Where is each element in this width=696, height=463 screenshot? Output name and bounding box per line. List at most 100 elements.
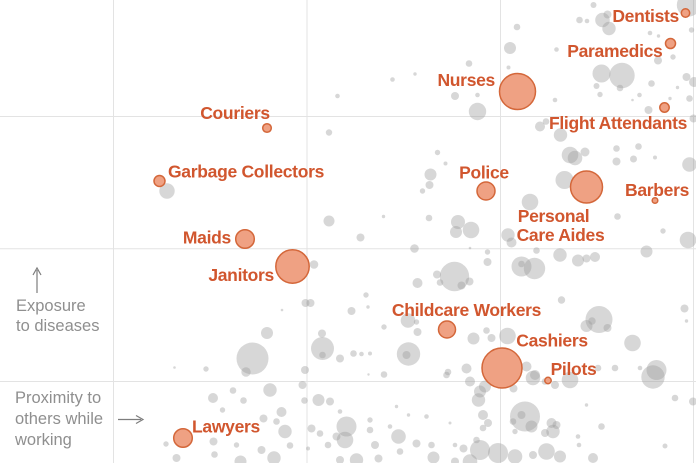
background-bubble[interactable] (462, 454, 478, 463)
background-bubble[interactable] (451, 457, 459, 463)
background-bubble[interactable] (518, 260, 525, 268)
background-bubble[interactable] (461, 363, 472, 374)
background-bubble[interactable] (640, 245, 653, 258)
bubble-pilots[interactable] (544, 376, 552, 385)
background-bubble[interactable] (572, 254, 584, 267)
background-bubble[interactable] (609, 62, 635, 89)
background-bubble[interactable] (159, 183, 175, 199)
background-bubble[interactable] (413, 319, 420, 325)
background-bubble[interactable] (324, 441, 332, 449)
background-bubble[interactable] (349, 453, 364, 463)
background-bubble[interactable] (465, 376, 475, 387)
background-bubble[interactable] (546, 418, 557, 428)
background-bubble[interactable] (470, 440, 490, 460)
background-bubble[interactable] (425, 214, 433, 222)
background-bubble[interactable] (637, 92, 642, 98)
background-bubble[interactable] (219, 407, 226, 413)
background-bubble[interactable] (427, 451, 440, 463)
background-bubble[interactable] (208, 393, 218, 403)
background-bubble[interactable] (552, 421, 561, 429)
background-bubble[interactable] (350, 350, 357, 357)
background-bubble[interactable] (301, 397, 308, 404)
background-bubble[interactable] (356, 233, 365, 242)
background-bubble[interactable] (428, 441, 435, 449)
background-bubble[interactable] (679, 231, 696, 249)
background-bubble[interactable] (513, 23, 521, 31)
background-bubble[interactable] (336, 354, 344, 363)
background-bubble[interactable] (631, 98, 634, 102)
background-bubble[interactable] (585, 306, 613, 333)
background-bubble[interactable] (459, 444, 468, 453)
background-bubble[interactable] (582, 254, 591, 263)
background-bubble[interactable] (510, 401, 540, 432)
background-bubble[interactable] (425, 181, 434, 189)
background-bubble[interactable] (611, 364, 619, 372)
background-bubble[interactable] (443, 161, 448, 166)
background-bubble[interactable] (234, 455, 247, 463)
bubble-childcare-workers[interactable] (437, 320, 457, 339)
background-bubble[interactable] (413, 328, 422, 336)
background-bubble[interactable] (555, 171, 574, 189)
bubble-lawyers[interactable] (172, 427, 194, 449)
background-bubble[interactable] (276, 407, 287, 417)
background-bubble[interactable] (413, 72, 417, 76)
background-bubble[interactable] (488, 443, 508, 463)
background-bubble[interactable] (396, 342, 421, 366)
background-bubble[interactable] (263, 383, 277, 397)
background-bubble[interactable] (366, 426, 374, 434)
background-bubble[interactable] (163, 441, 169, 447)
background-bubble[interactable] (367, 417, 373, 423)
background-bubble[interactable] (506, 65, 511, 70)
background-bubble[interactable] (471, 393, 486, 407)
background-bubble[interactable] (580, 147, 590, 157)
background-bubble[interactable] (468, 246, 472, 250)
background-bubble[interactable] (424, 414, 429, 419)
background-bubble[interactable] (336, 431, 354, 449)
background-bubble[interactable] (584, 403, 589, 407)
background-bubble[interactable] (637, 365, 643, 371)
background-bubble[interactable] (484, 249, 491, 255)
background-bubble[interactable] (590, 2, 597, 8)
background-bubble[interactable] (457, 281, 466, 290)
background-bubble[interactable] (614, 213, 621, 220)
background-bubble[interactable] (444, 368, 452, 376)
background-bubble[interactable] (306, 299, 315, 307)
background-bubble[interactable] (635, 143, 642, 150)
background-bubble[interactable] (521, 361, 532, 372)
background-bubble[interactable] (561, 146, 579, 164)
background-bubble[interactable] (439, 261, 470, 292)
bubble-cashiers[interactable] (481, 347, 523, 389)
background-bubble[interactable] (594, 364, 602, 372)
background-bubble[interactable] (656, 34, 661, 38)
background-bubble[interactable] (267, 451, 281, 463)
background-bubble[interactable] (419, 188, 426, 194)
background-bubble[interactable] (554, 450, 566, 463)
background-bubble[interactable] (374, 454, 383, 463)
background-bubble[interactable] (381, 214, 386, 219)
background-bubble[interactable] (525, 420, 538, 433)
background-bubble[interactable] (478, 410, 488, 420)
background-bubble[interactable] (307, 424, 316, 433)
background-bubble[interactable] (584, 18, 590, 24)
background-bubble[interactable] (512, 428, 518, 435)
background-bubble[interactable] (312, 394, 325, 406)
background-bubble[interactable] (465, 277, 474, 286)
background-bubble[interactable] (644, 106, 653, 114)
background-bubble[interactable] (646, 360, 667, 380)
background-bubble[interactable] (653, 155, 657, 160)
bubble-couriers[interactable] (261, 122, 273, 134)
bubble-janitors[interactable] (275, 249, 310, 284)
background-bubble[interactable] (261, 327, 273, 339)
background-bubble[interactable] (682, 157, 696, 172)
bubble-paramedics[interactable] (664, 37, 677, 50)
background-bubble[interactable] (616, 84, 624, 92)
background-bubble[interactable] (533, 247, 540, 254)
background-bubble[interactable] (316, 430, 324, 437)
background-bubble[interactable] (325, 129, 333, 136)
background-bubble[interactable] (172, 454, 181, 462)
background-bubble[interactable] (603, 324, 612, 332)
background-bubble[interactable] (465, 60, 473, 67)
bubble-barbers[interactable] (651, 196, 659, 205)
background-bubble[interactable] (391, 429, 406, 444)
background-bubble[interactable] (209, 437, 218, 446)
